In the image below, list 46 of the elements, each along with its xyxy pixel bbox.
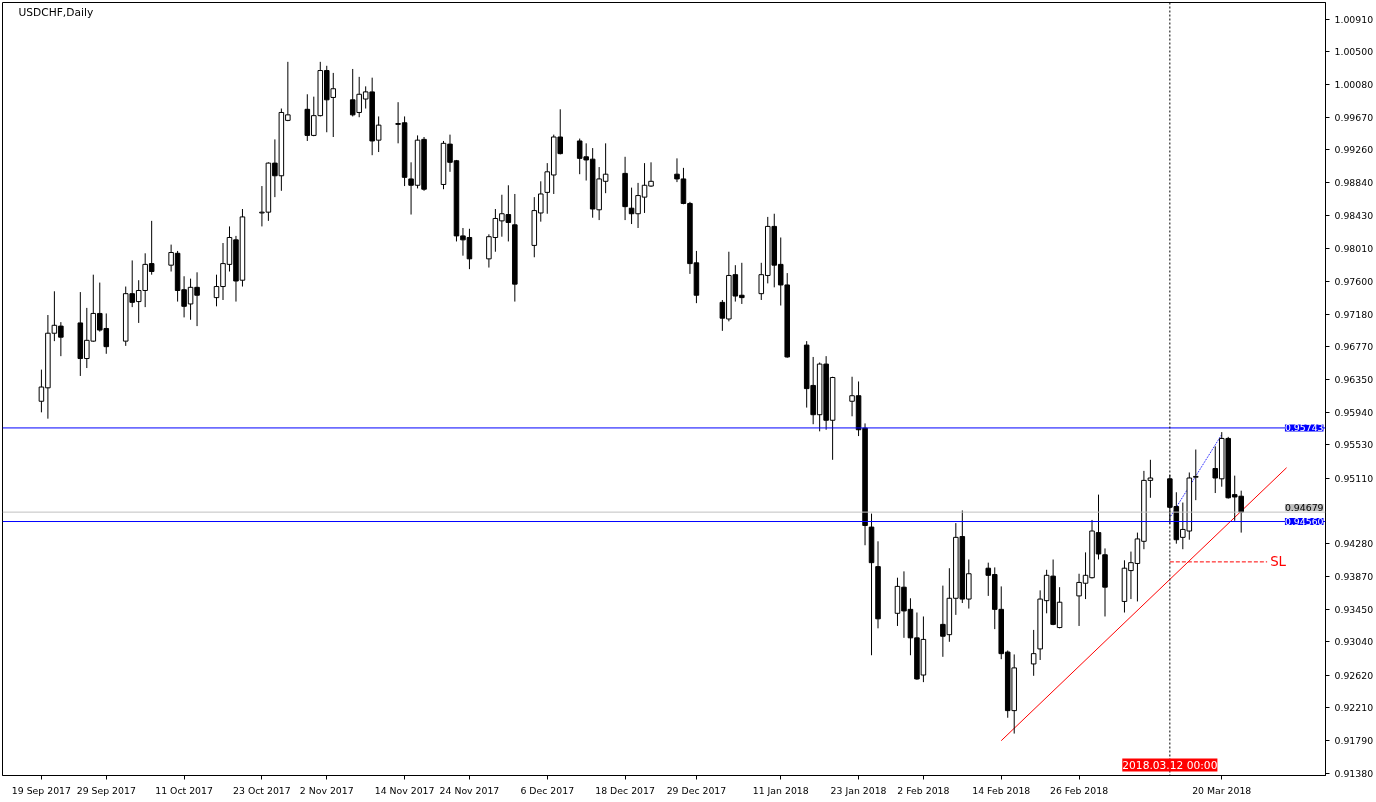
series-label: SL (1270, 554, 1287, 570)
ref-line-label: 0.94679 (1284, 502, 1324, 514)
y-tick-label: 1.00080 (1334, 79, 1374, 91)
ref-line-label: 2018.03.12 00:00 (1122, 758, 1218, 772)
y-tick-label: 1.00910 (1334, 13, 1374, 25)
y-tick-label: 0.96350 (1334, 374, 1374, 386)
x-tick-label: 26 Feb 2018 (1050, 784, 1109, 796)
ref-line-label: 0.94560 (1284, 516, 1324, 528)
x-tick-label: 19 Sep 2017 (11, 784, 72, 796)
y-tick-label: 0.93450 (1334, 603, 1374, 615)
x-tick-label: 18 Dec 2017 (595, 784, 655, 796)
y-tick-label: 0.99670 (1334, 111, 1374, 123)
x-tick-label: 14 Nov 2017 (374, 784, 435, 796)
x-tick-label: 20 Mar 2018 (1192, 784, 1252, 796)
y-tick-label: 0.95530 (1334, 439, 1374, 451)
x-tick-label: 23 Oct 2017 (233, 784, 291, 796)
y-tick-label: 0.93870 (1334, 570, 1374, 582)
chart-title: USDCHF,Daily (18, 5, 94, 19)
x-tick-label: 2 Feb 2018 (897, 784, 950, 796)
x-tick-label: 29 Sep 2017 (76, 784, 136, 796)
x-tick-label: 11 Jan 2018 (752, 784, 809, 796)
y-tick-label: 0.95110 (1334, 472, 1374, 484)
ref-line-label: 0.95743 (1284, 422, 1324, 434)
y-tick-label: 0.98430 (1334, 209, 1374, 221)
x-tick-label: 11 Oct 2017 (155, 784, 213, 796)
candlestick (1030, 629, 1037, 677)
y-tick-label: 0.97180 (1334, 308, 1374, 320)
x-tick-label: 23 Jan 2018 (830, 784, 887, 796)
x-tick-label: 6 Dec 2017 (520, 784, 575, 796)
y-tick-label: 0.94280 (1334, 538, 1374, 550)
x-tick-label: 14 Feb 2018 (972, 784, 1031, 796)
y-tick-label: 0.98010 (1334, 243, 1374, 255)
y-tick-label: 0.98840 (1334, 177, 1374, 189)
y-tick-label: 0.99260 (1334, 144, 1374, 156)
x-tick-label: 2 Nov 2017 (299, 784, 354, 796)
y-tick-label: 0.96770 (1334, 341, 1374, 353)
x-tick-label: 29 Dec 2017 (666, 784, 727, 796)
y-tick-label: 0.92210 (1334, 701, 1374, 713)
y-tick-label: 1.00500 (1334, 46, 1374, 58)
y-tick-label: 0.95940 (1334, 406, 1374, 418)
x-tick-label: 24 Nov 2017 (439, 784, 500, 796)
y-tick-label: 0.91790 (1334, 735, 1374, 747)
y-tick-label: 0.91380 (1334, 767, 1374, 779)
y-tick-label: 0.93040 (1334, 636, 1374, 648)
y-tick-label: 0.92620 (1334, 669, 1374, 681)
y-tick-label: 0.97600 (1334, 275, 1374, 287)
